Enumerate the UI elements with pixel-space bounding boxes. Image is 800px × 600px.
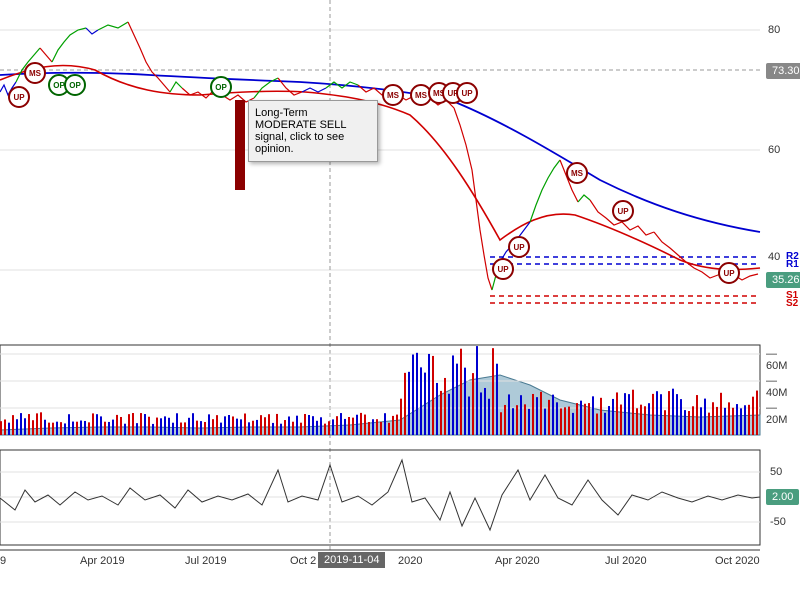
marker-op[interactable]: OP (64, 74, 86, 96)
y-tick-40: 40 (768, 251, 780, 263)
marker-up[interactable]: UP (456, 82, 478, 104)
volume-grid (0, 354, 760, 408)
sr-lines (490, 257, 760, 303)
x-tick: Jul 2020 (605, 555, 647, 567)
price-series (0, 22, 758, 290)
signal-tooltip[interactable]: Long-Term MODERATE SELL signal, click to… (248, 100, 378, 162)
marker-up[interactable]: UP (8, 86, 30, 108)
sr-s2: S2 (786, 298, 798, 309)
price-tag-current: 35.26 (766, 272, 800, 288)
marker-up[interactable]: UP (612, 200, 634, 222)
osc-grid (0, 472, 760, 522)
marker-op[interactable]: OP (210, 76, 232, 98)
marker-ms[interactable]: MS (566, 162, 588, 184)
tooltip-text: Long-Term MODERATE SELL signal, click to… (255, 107, 346, 155)
x-tick: 2020 (398, 555, 422, 567)
x-tick: Apr 2020 (495, 555, 540, 567)
ma-long-line (0, 73, 760, 232)
x-tick: Oct 2020 (715, 555, 760, 567)
osc-tick-50: 50 (770, 466, 782, 478)
y-tick-60: 60 (768, 144, 780, 156)
sr-r1: R1 (786, 259, 799, 270)
vol-tick-20: — 20M (766, 402, 800, 426)
x-tick: 9 (0, 555, 6, 567)
vol-tick-40: — 40M (766, 375, 800, 399)
marker-up[interactable]: UP (508, 236, 530, 258)
marker-ms[interactable]: MS (382, 84, 404, 106)
main-grid (0, 30, 760, 270)
ma-short-line (0, 65, 760, 269)
x-tick: Oct 2 (290, 555, 316, 567)
marker-up[interactable]: UP (718, 262, 740, 284)
highlighted-date: 2019-11-04 (318, 552, 385, 568)
marker-up[interactable]: UP (492, 258, 514, 280)
x-tick: Jul 2019 (185, 555, 227, 567)
osc-current-tag: 2.00 (766, 489, 799, 505)
y-tick-80: 80 (768, 24, 780, 36)
price-tag-guide: 73.30 (766, 63, 800, 79)
vol-tick-60: — 60M (766, 348, 800, 372)
oscillator-line (0, 460, 760, 530)
marker-ms[interactable]: MS (24, 62, 46, 84)
tooltip-bar (235, 100, 245, 190)
x-tick: Apr 2019 (80, 555, 125, 567)
osc-tick-n50: -50 (770, 516, 786, 528)
